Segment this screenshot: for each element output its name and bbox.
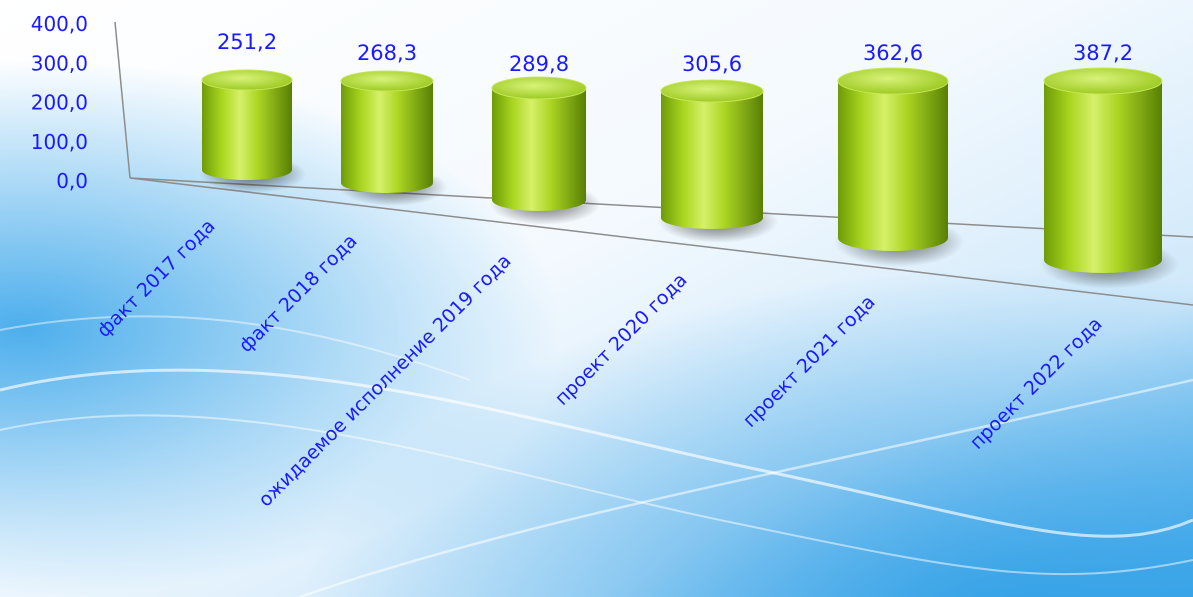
value-label: 268,3 xyxy=(357,41,417,65)
y-tick-label: 400,0 xyxy=(31,12,88,36)
bar-body xyxy=(1044,81,1162,273)
y-tick-label: 300,0 xyxy=(31,51,88,75)
x-axis-floor-front xyxy=(129,177,1193,306)
y-axis-ticks: 400,0 300,0 200,0 100,0 0,0 xyxy=(31,12,88,193)
bar-body xyxy=(838,81,948,251)
bar-4 xyxy=(657,79,779,243)
bar-top xyxy=(340,70,434,92)
value-label: 362,6 xyxy=(863,41,923,65)
y-tick-label: 100,0 xyxy=(31,130,88,154)
bar-2 xyxy=(338,70,448,206)
value-label: 251,2 xyxy=(217,30,277,54)
bar-5 xyxy=(834,67,964,267)
bar-body xyxy=(202,80,292,180)
bar-top xyxy=(1043,67,1163,95)
bar-3 xyxy=(489,76,601,225)
bar-1 xyxy=(199,69,307,193)
y-tick-label: 0,0 xyxy=(56,169,88,193)
bar-top xyxy=(837,67,949,95)
bar-top xyxy=(660,79,764,103)
bar-body xyxy=(661,91,763,229)
bars xyxy=(199,67,1179,289)
value-label: 305,6 xyxy=(682,52,742,76)
value-labels: 251,2 268,3 289,8 305,6 362,6 387,2 xyxy=(217,30,1133,76)
y-tick-label: 200,0 xyxy=(31,91,88,115)
y-axis-line xyxy=(114,21,131,179)
bar-top xyxy=(201,69,293,91)
bar-body xyxy=(492,88,586,211)
bar-top xyxy=(491,76,587,100)
value-label: 387,2 xyxy=(1073,41,1133,65)
bar-body xyxy=(341,81,433,193)
value-label: 289,8 xyxy=(509,52,569,76)
bar-6 xyxy=(1039,67,1179,289)
